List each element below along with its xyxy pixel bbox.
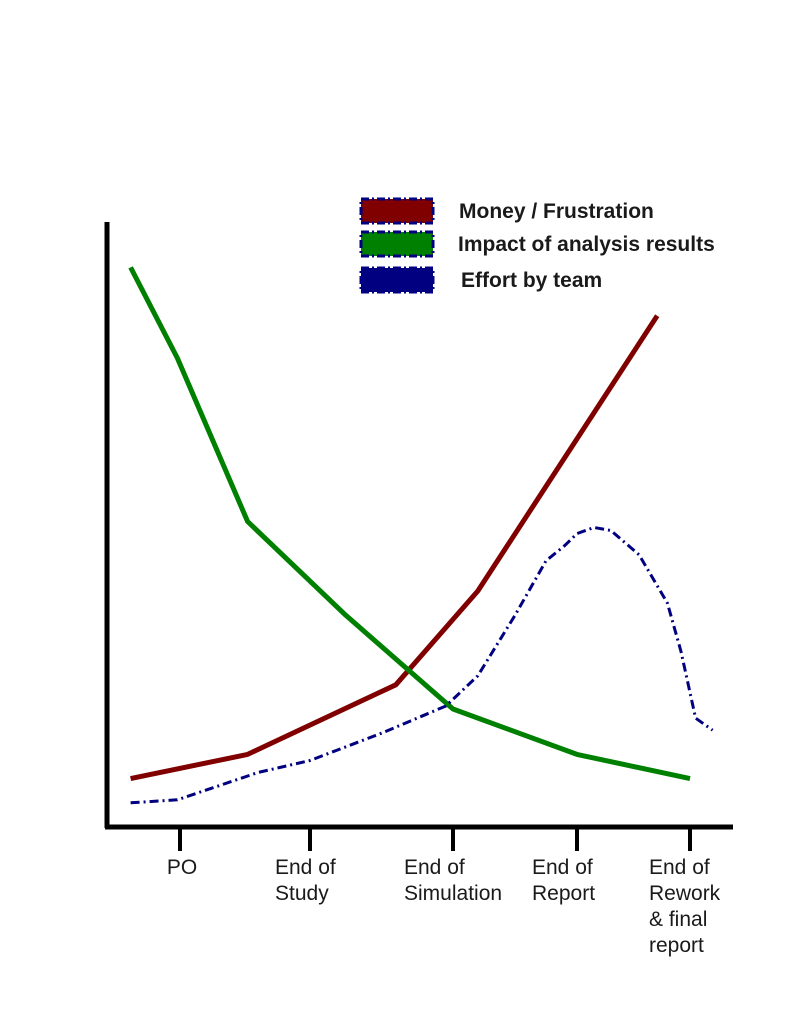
x-tick-label: End of Study xyxy=(275,856,336,905)
legend-label: Effort by team xyxy=(461,269,602,292)
legend-item-money-frustration: Money / Frustration xyxy=(359,197,654,225)
legend-swatch xyxy=(359,230,435,258)
legend-item-effort-by-team: Effort by team xyxy=(359,266,602,294)
x-tick-label: End of Rework & final report xyxy=(649,856,721,957)
series-line-money-frustration xyxy=(130,314,660,782)
axes xyxy=(104,222,733,830)
legend-item-impact-of-analysis-results: Impact of analysis results xyxy=(359,230,715,258)
x-tick-label: End of Report xyxy=(532,856,595,905)
series-layer xyxy=(128,266,714,805)
legend-swatch xyxy=(359,197,435,225)
legend-label: Money / Frustration xyxy=(459,200,654,223)
series-line-impact-of-analysis-results xyxy=(128,266,691,782)
legend: Money / Frustration Impact of analysis re… xyxy=(359,197,715,294)
x-tick-label: PO xyxy=(167,856,197,879)
series-line-effort-by-team xyxy=(130,526,714,805)
legend-label: Impact of analysis results xyxy=(458,233,715,256)
x-tick-label: End of Simulation xyxy=(404,856,502,905)
x-ticks: PO End of Study End of Simulation End of Repor… xyxy=(167,828,721,957)
legend-swatch xyxy=(359,266,435,294)
